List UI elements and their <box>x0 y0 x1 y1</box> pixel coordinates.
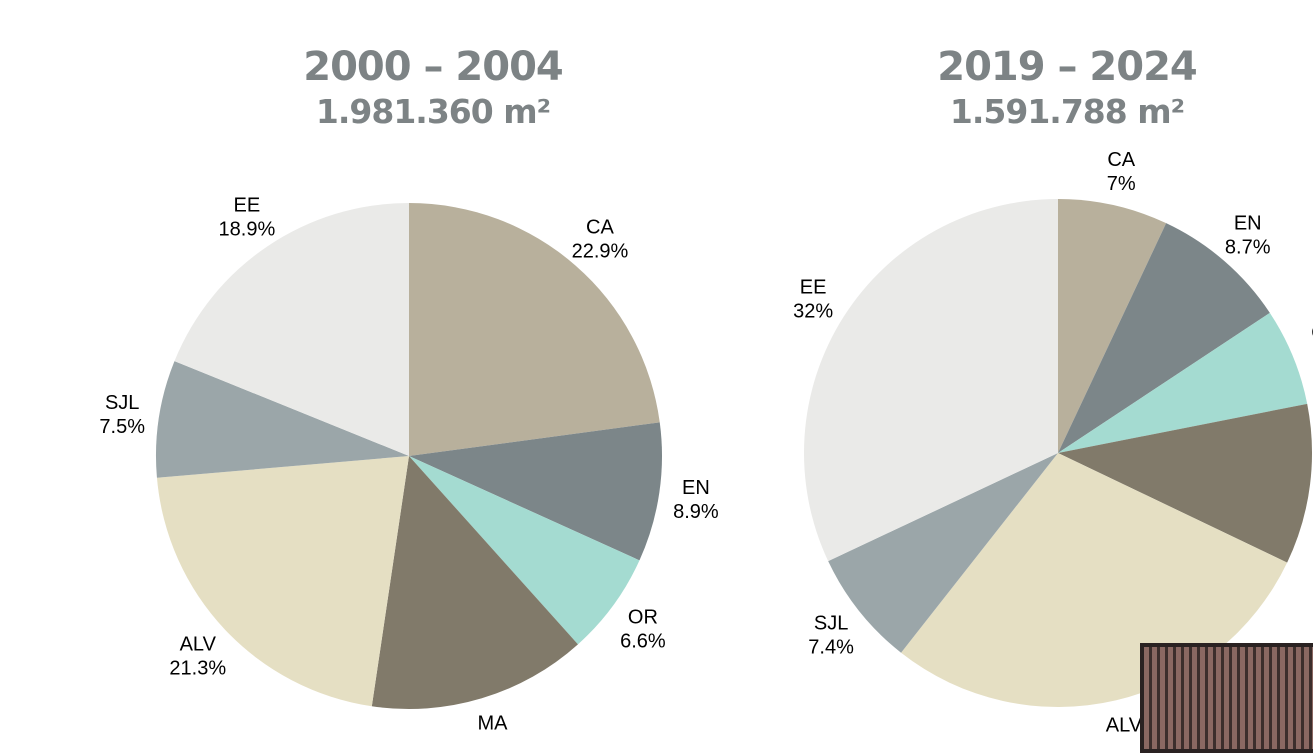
slice-label-ee: EE 32% <box>793 277 833 323</box>
slice-label-sjl: SJL 7.5% <box>99 392 145 438</box>
pie-slice-ma <box>1058 403 1312 563</box>
slice-label-en: EN 8.9% <box>673 477 719 523</box>
pie-slice-ca <box>1058 199 1167 453</box>
slice-label-en: EN 8.7% <box>1225 213 1271 259</box>
pie-slice-alv <box>156 456 409 707</box>
pie-slice-ca <box>409 203 660 456</box>
pie-slice-sjl <box>828 453 1058 653</box>
pie-slice-or <box>409 456 640 645</box>
chart-subtitle: 1.981.360 m² <box>315 92 551 131</box>
slice-label-alv: ALV <box>1106 714 1143 736</box>
pie-slice-ee <box>174 202 409 456</box>
pie-slice-sjl <box>156 361 409 478</box>
slice-label-ee: EE 18.9% <box>219 195 276 241</box>
slice-label-ma: MA <box>477 713 508 735</box>
pie-slice-en <box>409 422 663 561</box>
video-thumbnail-overlay[interactable] <box>1140 643 1313 753</box>
chart-title: 2000 – 2004 <box>303 44 564 90</box>
chart-title: 2019 – 2024 <box>937 44 1198 90</box>
pie-slice-en <box>1058 223 1270 453</box>
slice-label-ca: CA 22.9% <box>572 217 629 263</box>
slice-label-or: OR6 <box>1311 322 1313 368</box>
chart-subtitle: 1.591.788 m² <box>949 92 1185 131</box>
slice-label-ca: CA 7% <box>1107 149 1136 195</box>
pie-slice-ee <box>803 198 1058 562</box>
pie-slice-ma <box>371 456 578 710</box>
slice-label-or: OR 6.6% <box>620 606 666 652</box>
pie-slice-or <box>1058 312 1308 453</box>
slice-label-alv: ALV 21.3% <box>169 634 226 680</box>
slice-label-sjl: SJL 7.4% <box>808 613 854 659</box>
